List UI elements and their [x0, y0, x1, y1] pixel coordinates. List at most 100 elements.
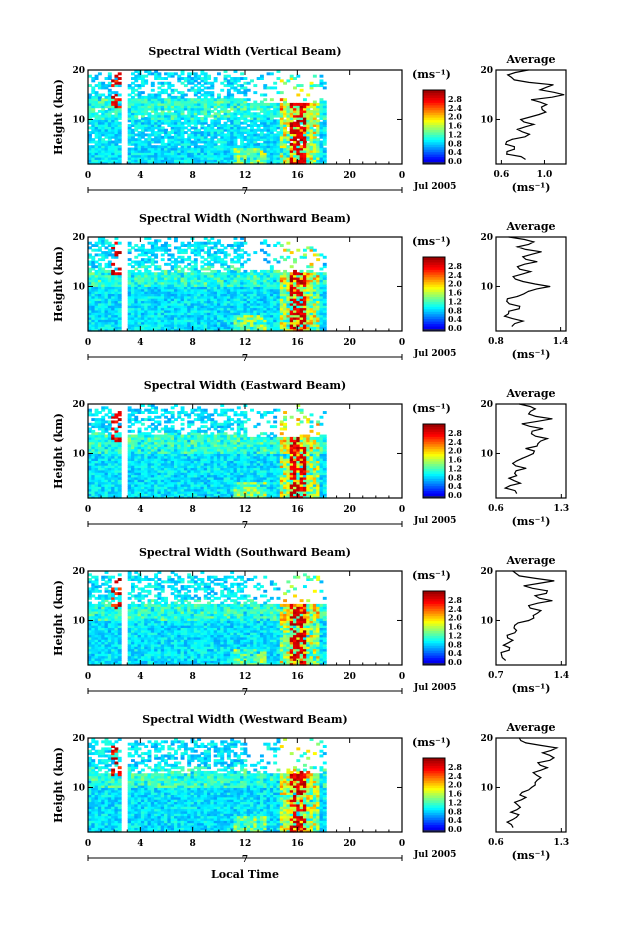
heatmap-cell — [323, 101, 327, 104]
profile-point — [517, 246, 518, 247]
x-tick-label: 0 — [399, 171, 405, 181]
colorbar-tick-label: 0.0 — [448, 156, 462, 166]
y-tick-label: 20 — [72, 66, 85, 76]
heatmap-cell — [171, 253, 175, 256]
heatmap-cell — [306, 94, 310, 97]
profile-point — [525, 159, 526, 160]
profile-point — [522, 281, 523, 282]
x-tick-label: 20 — [343, 338, 356, 348]
profile-x-tick-label: 1.4 — [553, 337, 569, 347]
heatmap-cell — [253, 251, 257, 254]
heatmap-cell — [300, 84, 304, 87]
heatmap-cell — [323, 272, 327, 275]
heatmap-cell — [263, 239, 267, 242]
profile-title: Average — [505, 53, 555, 66]
profile-y-tick-label: 20 — [480, 66, 493, 76]
profile-point — [506, 301, 507, 302]
heatmap-cell — [263, 98, 267, 101]
profile-point — [522, 256, 523, 257]
heatmap-cell — [323, 148, 327, 151]
heatmap-cell — [323, 256, 327, 259]
heatmap-cell — [194, 258, 198, 261]
heatmap-cell — [243, 77, 247, 80]
x-tick-label: 8 — [190, 171, 196, 181]
profile-point — [504, 316, 505, 317]
profile-point — [553, 84, 554, 85]
x-tick-label: 12 — [239, 171, 252, 181]
heatmap-cell — [323, 86, 327, 89]
heatmap-cell — [144, 79, 148, 82]
panel-title: Spectral Width (Northward Beam) — [139, 212, 351, 225]
profile-point — [508, 311, 509, 312]
profile-point — [512, 139, 513, 140]
profile-point — [517, 129, 518, 130]
heatmap-cell — [286, 256, 290, 259]
profile-point — [529, 134, 530, 135]
heatmap-cell — [157, 265, 161, 268]
profile-point — [563, 94, 564, 95]
panel-title: Spectral Width (Eastward Beam) — [144, 379, 346, 392]
heatmap-cell — [310, 263, 314, 266]
heatmap-cell — [280, 244, 284, 247]
heatmap-cell — [98, 263, 102, 266]
heatmap-cell — [151, 82, 155, 85]
heatmap-cell — [154, 253, 158, 256]
heatmap-cell — [157, 239, 161, 242]
day-label: 7 — [242, 187, 248, 197]
heatmap-cell — [118, 418, 122, 421]
profile-point — [533, 124, 534, 125]
heatmap-cell — [247, 98, 251, 101]
heatmap-cell — [270, 265, 274, 268]
heatmap-cell — [230, 94, 234, 97]
heatmap-cell — [270, 98, 274, 101]
profile-point — [542, 109, 543, 110]
heatmap-cell — [260, 75, 264, 78]
heatmap-cell — [138, 428, 142, 431]
heatmap-cell — [118, 251, 122, 254]
profile-unit: (ms⁻¹) — [512, 348, 551, 361]
colorbar — [423, 90, 445, 165]
heatmap-cell — [167, 244, 171, 247]
profile-y-tick-label: 10 — [480, 282, 493, 292]
x-tick-label: 12 — [239, 338, 252, 348]
heatmap-cell — [118, 82, 122, 85]
heatmap-cell — [131, 430, 135, 433]
profile-point — [506, 154, 507, 155]
heatmap-cell — [247, 253, 251, 256]
y-axis-label: Height (km) — [52, 246, 65, 322]
heatmap-cell — [316, 258, 320, 261]
profile-point — [549, 286, 550, 287]
heatmap-cell — [250, 79, 254, 82]
heatmap-cell — [184, 94, 188, 97]
profile-point — [528, 291, 529, 292]
profile-point — [528, 69, 529, 70]
heatmap-cell — [118, 423, 122, 426]
profile-unit: (ms⁻¹) — [512, 181, 551, 194]
heatmap-cell — [267, 253, 271, 256]
heatmap-cell — [141, 91, 145, 94]
heatmap-cell — [217, 72, 221, 75]
profile-point — [508, 236, 509, 237]
heatmap-cell — [118, 145, 122, 148]
profile-point — [533, 241, 534, 242]
y-tick-label: 10 — [72, 115, 85, 125]
heatmap-cell — [243, 242, 247, 245]
y-axis-label: Height (km) — [52, 79, 65, 155]
heatmap-cell — [320, 75, 324, 78]
heatmap-cell — [247, 258, 251, 261]
profile-point — [546, 104, 547, 105]
heatmap-cell — [280, 91, 284, 94]
heatmap-cell — [128, 242, 132, 245]
heatmap-cell — [118, 242, 122, 245]
heatmap-cell — [296, 75, 300, 78]
heatmap-cell — [313, 75, 317, 78]
heatmap-cell — [207, 75, 211, 78]
profile-point — [539, 114, 540, 115]
x-tick-label: 20 — [343, 171, 356, 181]
x-tick-label: 16 — [291, 171, 304, 181]
heatmap-cell — [323, 263, 327, 266]
heatmap-cell — [300, 89, 304, 92]
